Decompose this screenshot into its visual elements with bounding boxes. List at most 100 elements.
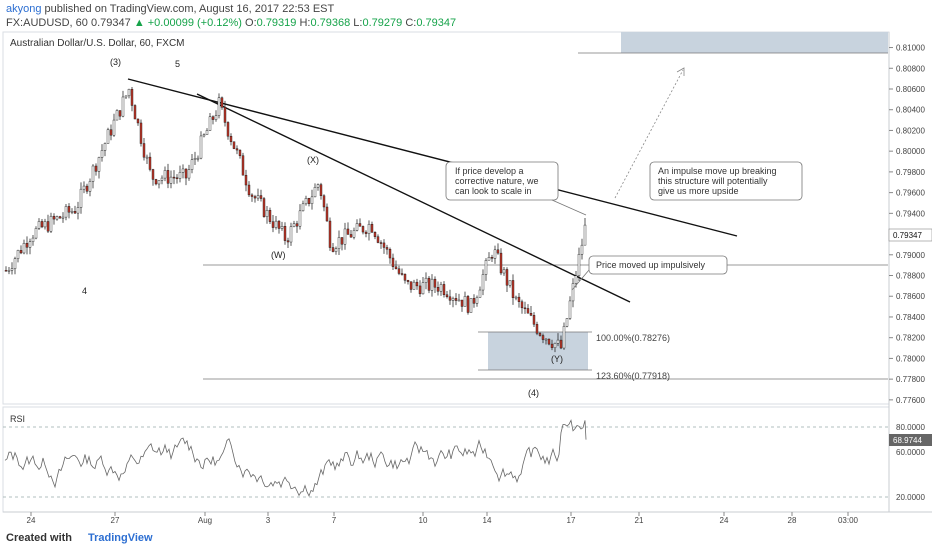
callout-scale-in	[445, 161, 559, 201]
candle-up	[412, 281, 416, 290]
author-link[interactable]: akyong	[6, 3, 42, 15]
candle-up	[274, 220, 278, 228]
time-tick-label: 28	[788, 516, 797, 525]
candle-up	[82, 185, 86, 190]
candle-down	[538, 333, 542, 336]
candle-down	[490, 257, 494, 259]
high-label: H:	[299, 17, 311, 29]
candle-up	[577, 253, 581, 276]
rsi-current-tag-text: 68.9744	[893, 436, 922, 445]
candle-up	[13, 258, 17, 269]
candle-up	[181, 168, 185, 173]
candle-up	[10, 268, 14, 271]
candle-down	[400, 273, 404, 275]
candle-down	[295, 223, 299, 227]
rsi-group	[3, 419, 888, 498]
candle-down	[496, 249, 500, 254]
candle-up	[55, 216, 59, 220]
candle-down	[535, 324, 539, 334]
candle-down	[349, 234, 353, 238]
candle-down	[25, 243, 29, 248]
candle-down	[229, 135, 233, 142]
candle-up	[124, 95, 128, 98]
candle-down	[328, 220, 332, 248]
candle-down	[460, 299, 464, 307]
candle-down	[415, 281, 419, 287]
time-tick-label: 17	[567, 516, 576, 525]
callout-upside	[649, 161, 803, 201]
publish-line: akyong published on TradingView.com, Aug…	[6, 3, 334, 15]
candle-down	[517, 296, 521, 302]
candle-up	[304, 198, 308, 205]
candle-up	[202, 134, 206, 137]
candle-up	[580, 244, 584, 255]
candle-up	[190, 159, 194, 170]
candle-down	[307, 198, 311, 204]
candle-up	[424, 277, 428, 283]
candle-down	[325, 206, 329, 222]
candle-up	[367, 223, 371, 234]
candle-up	[49, 215, 53, 232]
candle-down	[322, 195, 326, 208]
candle-up	[439, 284, 443, 292]
chart-title: Australian Dollar/U.S. Dollar, 60, FXCM	[10, 38, 185, 49]
candle-down	[391, 257, 395, 268]
time-tick-label: 3	[266, 516, 271, 525]
candle-down	[151, 169, 155, 180]
candle-up	[289, 226, 293, 243]
candle-down	[454, 298, 458, 301]
projection-arrow	[614, 69, 684, 199]
candle-up	[16, 250, 20, 259]
candle-up	[31, 237, 35, 242]
wave-w-label: (W)	[271, 250, 286, 260]
candle-down	[499, 252, 503, 274]
candle-up	[157, 180, 161, 185]
tradingview-brand-link[interactable]: TradingView	[88, 532, 153, 544]
candle-up	[421, 282, 425, 295]
low-label: L:	[353, 17, 363, 29]
candle-up	[583, 224, 587, 246]
candle-down	[211, 116, 215, 120]
open-label: O:	[245, 17, 257, 29]
candle-up	[115, 110, 119, 121]
candle-down	[472, 298, 476, 304]
candle-up	[457, 299, 461, 302]
candle-down	[547, 338, 551, 345]
candle-up	[205, 130, 209, 135]
candle-down	[529, 313, 533, 316]
candle-up	[484, 260, 488, 275]
callout-impulse-text: Price moved up impulsively	[596, 260, 706, 270]
candle-up	[478, 289, 482, 298]
candle-down	[52, 215, 56, 220]
candle-down	[379, 242, 383, 244]
candle-up	[292, 223, 296, 227]
candle-up	[100, 150, 104, 158]
candle-down	[46, 221, 50, 232]
candle-down	[166, 170, 170, 184]
candle-up	[556, 339, 560, 344]
candle-down	[241, 155, 245, 176]
callout-scale-in-line2: corrective nature, we	[455, 176, 539, 186]
candle-down	[388, 249, 392, 259]
candle-up	[22, 243, 26, 254]
candle-down	[340, 237, 344, 245]
last-price-tag-text: 0.79347	[893, 231, 922, 240]
candle-down	[505, 269, 509, 286]
target-zone	[621, 32, 888, 53]
candle-down	[532, 315, 536, 325]
candle-up	[352, 230, 356, 238]
candle-down	[175, 177, 179, 179]
candle-down	[541, 335, 545, 340]
rsi-tick-20: 20.0000	[896, 493, 925, 502]
wave-3-label: (3)	[110, 57, 121, 67]
candle-down	[376, 236, 380, 243]
candle-up	[70, 211, 74, 213]
wave-4-label: 4	[82, 286, 87, 296]
callout-upside-line1: An impulse move up breaking	[658, 166, 777, 176]
created-with-label: Created with	[6, 532, 73, 544]
candle-down	[223, 107, 227, 123]
candle-down	[136, 118, 140, 124]
candle-up	[568, 300, 572, 319]
candle-down	[466, 296, 470, 313]
